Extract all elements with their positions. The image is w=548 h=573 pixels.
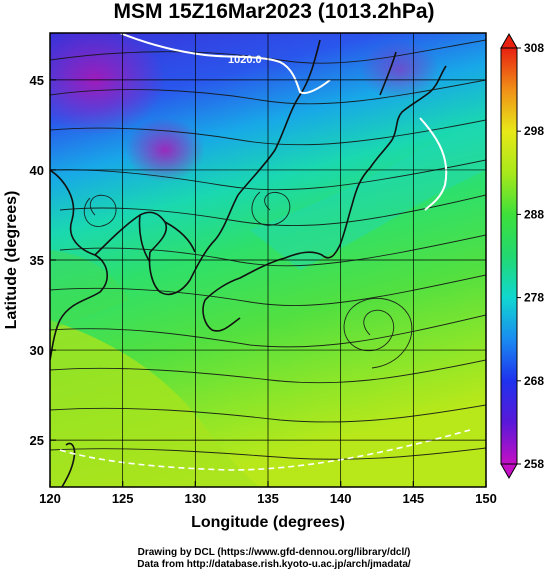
x-tick-label: 130 [184, 491, 206, 506]
colorbar-tick-label: 268 [524, 374, 544, 388]
x-tick-label: 125 [112, 491, 134, 506]
x-tick-label: 135 [257, 491, 279, 506]
colorbar-tick-label: 298 [524, 124, 544, 138]
colorbar-tick-label: 278 [524, 291, 544, 305]
x-tick-label: 150 [475, 491, 497, 506]
y-tick-label: 35 [30, 253, 44, 268]
x-tick-label: 120 [39, 491, 61, 506]
y-tick-label: 40 [30, 163, 44, 178]
colorbar-tick-label: 258 [524, 457, 544, 471]
y-tick-label: 30 [30, 343, 44, 358]
colorbar-top-arrow [500, 32, 518, 49]
streamlines [50, 39, 486, 460]
contour-label-1020: 1020.0 [228, 54, 262, 66]
x-axis-label: Longitude (degrees) [191, 514, 345, 531]
credit-line-data: Data from http://database.rish.kyoto-u.a… [137, 559, 411, 570]
credits: Drawing by DCL (https://www.gfd-dennou.o… [0, 547, 548, 571]
map-grid [49, 33, 487, 487]
y-tick-label: 45 [30, 73, 44, 88]
colorbar-tick-label: 288 [524, 207, 544, 221]
y-axis-label: Latitude (degrees) [3, 191, 20, 330]
colorbar-ticks: 258 268 278 288 298 308 [517, 41, 544, 471]
colorbar-tick-label: 308 [524, 41, 544, 55]
isobar-1020: 1020.0 [59, 33, 471, 471]
y-tick-label: 25 [30, 433, 44, 448]
colorbar: 258 268 278 288 298 308 [500, 32, 544, 480]
credit-line-drawing: Drawing by DCL (https://www.gfd-dennou.o… [137, 547, 411, 558]
x-tick-label: 145 [402, 491, 424, 506]
coastlines [50, 39, 447, 487]
x-tick-label: 140 [330, 491, 352, 506]
colorbar-bar [500, 47, 518, 465]
axis-ticks: 120 125 130 135 140 145 150 25 30 35 40 45 [30, 73, 497, 506]
map-title: MSM 15Z16Mar2023 (1013.2hPa) [113, 0, 435, 23]
colorbar-bottom-arrow [500, 463, 518, 480]
